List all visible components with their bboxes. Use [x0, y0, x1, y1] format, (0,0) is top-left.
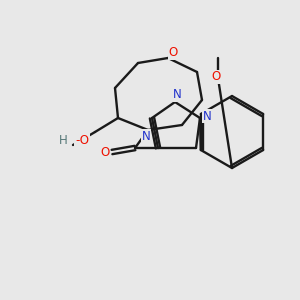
Text: N: N — [202, 110, 211, 122]
Text: -O: -O — [75, 134, 89, 146]
Text: O: O — [212, 70, 220, 83]
Text: O: O — [100, 146, 109, 160]
Text: H: H — [58, 134, 68, 146]
Text: N: N — [172, 88, 182, 101]
Text: O: O — [168, 46, 178, 59]
Text: N: N — [142, 130, 150, 142]
